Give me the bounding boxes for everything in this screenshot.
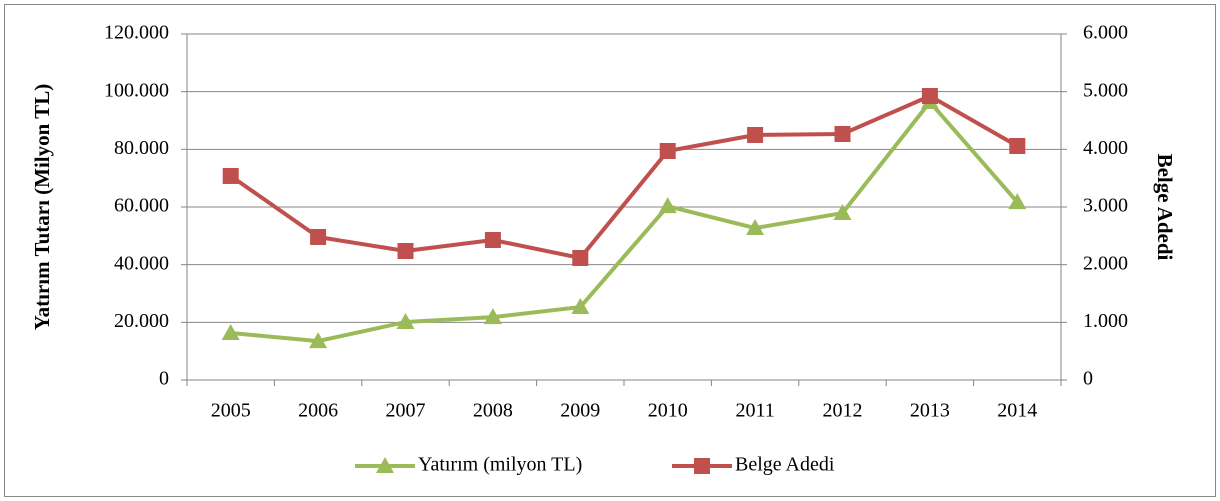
series-line bbox=[229, 93, 1019, 260]
series-line bbox=[230, 100, 1019, 344]
y-tick-label: 120.000 bbox=[104, 22, 169, 44]
data-point bbox=[747, 126, 764, 143]
y2-tick-label: 5.000 bbox=[1083, 79, 1128, 101]
data-point bbox=[309, 332, 328, 349]
x-tick-label: 2013 bbox=[910, 400, 950, 422]
y2-tick-label: 3.000 bbox=[1083, 195, 1128, 217]
data-point bbox=[222, 167, 239, 184]
data-point bbox=[221, 324, 240, 341]
y2-tick-label: 2.000 bbox=[1083, 252, 1128, 274]
y-tick-label: 60.000 bbox=[114, 195, 169, 217]
data-point bbox=[1009, 137, 1026, 154]
y2-axis-title: Belge Adedi bbox=[1153, 154, 1177, 261]
data-point bbox=[658, 197, 677, 214]
x-tick-label: 2008 bbox=[473, 400, 513, 422]
y2-tick-label: 4.000 bbox=[1083, 137, 1128, 159]
x-tick-label: 2011 bbox=[735, 400, 774, 422]
y-axis-title: Yatırım Tutarı (Milyon TL) bbox=[30, 84, 54, 330]
x-tick-label: 2006 bbox=[298, 400, 338, 422]
y2-tick-label: 0 bbox=[1083, 368, 1093, 390]
x-tick-label: 2010 bbox=[648, 400, 688, 422]
data-point bbox=[921, 87, 938, 104]
legend-label: Yatırım (milyon TL) bbox=[418, 454, 582, 476]
y-tick-label: 20.000 bbox=[114, 310, 169, 332]
y-tick-label: 0 bbox=[159, 368, 169, 390]
data-point bbox=[833, 204, 852, 221]
legend-label: Belge Adedi bbox=[735, 454, 835, 476]
y2-tick-label: 6.000 bbox=[1083, 22, 1128, 44]
x-tick-label: 2012 bbox=[823, 400, 863, 422]
y-tick-label: 40.000 bbox=[114, 252, 169, 274]
data-point bbox=[834, 125, 851, 142]
data-point bbox=[746, 219, 765, 236]
data-point bbox=[396, 313, 415, 330]
x-tick-label: 2005 bbox=[211, 400, 251, 422]
data-point bbox=[484, 231, 501, 248]
x-tick-label: 2007 bbox=[386, 400, 426, 422]
y-tick-label: 100.000 bbox=[104, 79, 169, 101]
y-tick-label: 80.000 bbox=[114, 137, 169, 159]
chart-border bbox=[4, 4, 1216, 497]
data-point bbox=[1008, 193, 1027, 210]
data-point bbox=[659, 143, 676, 160]
y2-tick-label: 1.000 bbox=[1083, 310, 1128, 332]
legend-marker bbox=[376, 457, 394, 473]
x-tick-label: 2014 bbox=[997, 400, 1037, 422]
data-point bbox=[571, 298, 590, 315]
data-point bbox=[572, 249, 589, 266]
data-point bbox=[397, 242, 414, 259]
data-point bbox=[483, 308, 502, 325]
legend-marker bbox=[694, 458, 710, 474]
data-point bbox=[310, 228, 327, 245]
x-tick-label: 2009 bbox=[560, 400, 600, 422]
